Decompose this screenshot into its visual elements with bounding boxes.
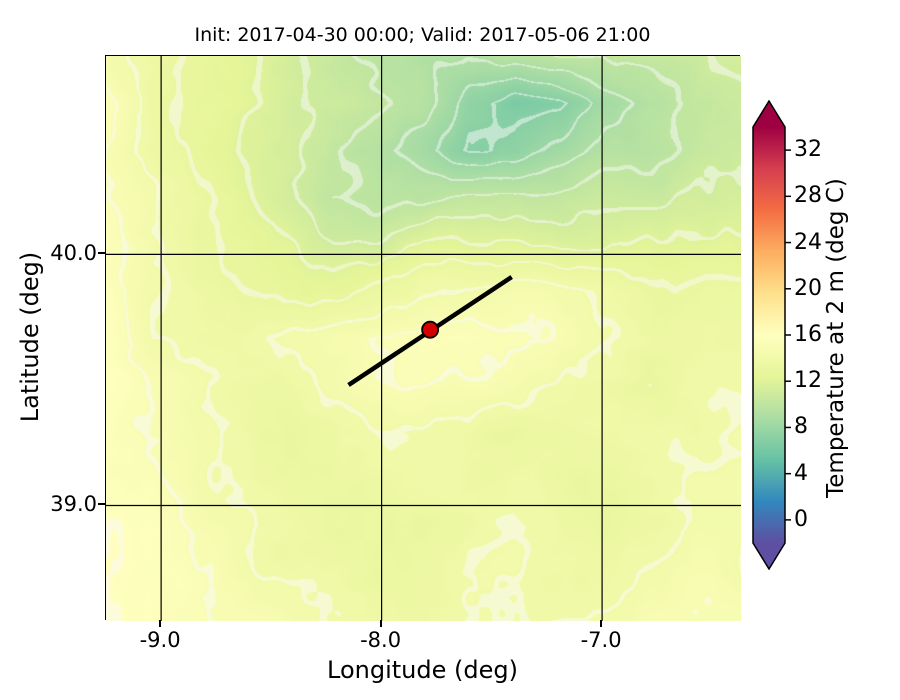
colorbar-tick-label: 32 (794, 137, 822, 163)
x-axis-label: Longitude (deg) (327, 656, 518, 684)
x-tick-label: -9.0 (139, 628, 181, 652)
colorbar-bar (752, 99, 791, 571)
colorbar-tick-label: 20 (794, 275, 822, 301)
station-marker (421, 320, 440, 339)
x-tick-mark (600, 620, 603, 627)
y-tick-mark (98, 503, 105, 506)
colorbar-tick-label: 24 (794, 229, 822, 255)
colorbar-tick-label: 28 (794, 183, 822, 209)
y-tick-label: 40.0 (50, 241, 97, 266)
x-tick-label: -8.0 (360, 628, 402, 652)
colorbar-gradient (752, 99, 786, 571)
colorbar-label: Temperature at 2 m (deg C) (823, 178, 849, 498)
colorbar: 0 4 8 12 16 20 24 28 32 (752, 99, 900, 571)
colorbar-tick-label: 12 (794, 368, 822, 394)
colorbar-tick-label: 8 (794, 414, 808, 440)
colorbar-tick-label: 4 (794, 460, 808, 486)
map-overlay-svg (106, 56, 741, 621)
x-tick-mark (159, 620, 162, 627)
x-tick-mark (379, 620, 382, 627)
y-tick-mark (98, 252, 105, 255)
colorbar-tick-label: 0 (794, 506, 808, 532)
map-plot-area (105, 55, 741, 621)
colorbar-tick-label: 16 (794, 322, 822, 347)
x-tick-label: -7.0 (580, 628, 622, 652)
temperature-field-canvas (106, 56, 741, 621)
plot-title: Init: 2017-04-30 00:00; Valid: 2017-05-0… (194, 24, 651, 46)
y-tick-label: 39.0 (50, 492, 97, 517)
y-axis-label: Latitude (deg) (16, 251, 44, 423)
